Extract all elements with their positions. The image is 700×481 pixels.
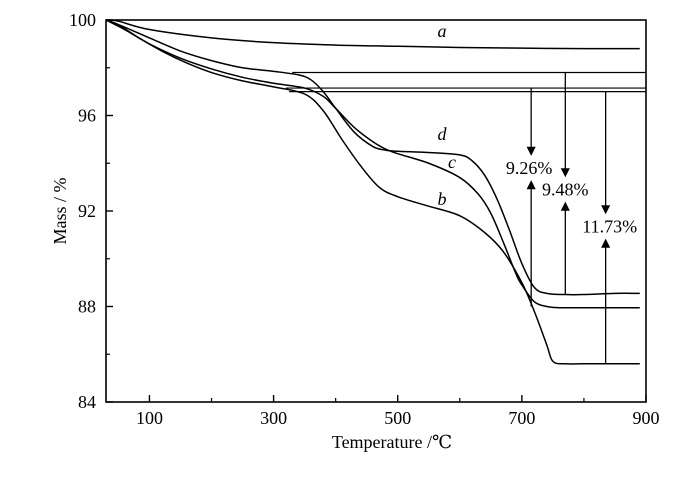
mass-loss-label: 11.73% bbox=[582, 216, 637, 236]
curve-label-d: d bbox=[438, 124, 448, 144]
y-tick-label: 84 bbox=[78, 392, 96, 412]
series-line-c bbox=[105, 19, 640, 309]
curve-label-a: a bbox=[438, 21, 447, 41]
curve-label-b: b bbox=[438, 189, 447, 209]
x-tick-label: 900 bbox=[633, 408, 660, 428]
mass-loss-label: 9.26% bbox=[506, 158, 553, 178]
y-tick-label: 100 bbox=[69, 10, 96, 30]
x-axis-label: Temperature /℃ bbox=[332, 432, 452, 452]
series-line-b bbox=[105, 19, 640, 365]
x-tick-label: 300 bbox=[260, 408, 287, 428]
mass-loss-label: 9.48% bbox=[542, 179, 589, 199]
x-tick-label: 500 bbox=[384, 408, 411, 428]
x-tick-label: 700 bbox=[508, 408, 535, 428]
x-tick-label: 100 bbox=[136, 408, 163, 428]
y-tick-label: 96 bbox=[78, 106, 96, 126]
axis-ticks: 100 300 500 700 900 84 88 92 96 100 bbox=[69, 10, 660, 428]
series-line-d bbox=[105, 19, 640, 296]
y-tick-label: 92 bbox=[78, 201, 96, 221]
series-group bbox=[105, 19, 640, 365]
curve-label-c: c bbox=[448, 152, 456, 172]
y-axis-label: Mass / % bbox=[50, 177, 70, 244]
annotation-group: 9.26%9.48% 11.73% bbox=[286, 71, 646, 364]
curve-labels: a bcd bbox=[438, 21, 457, 209]
series-line-a bbox=[105, 19, 640, 50]
y-tick-label: 88 bbox=[78, 297, 96, 317]
